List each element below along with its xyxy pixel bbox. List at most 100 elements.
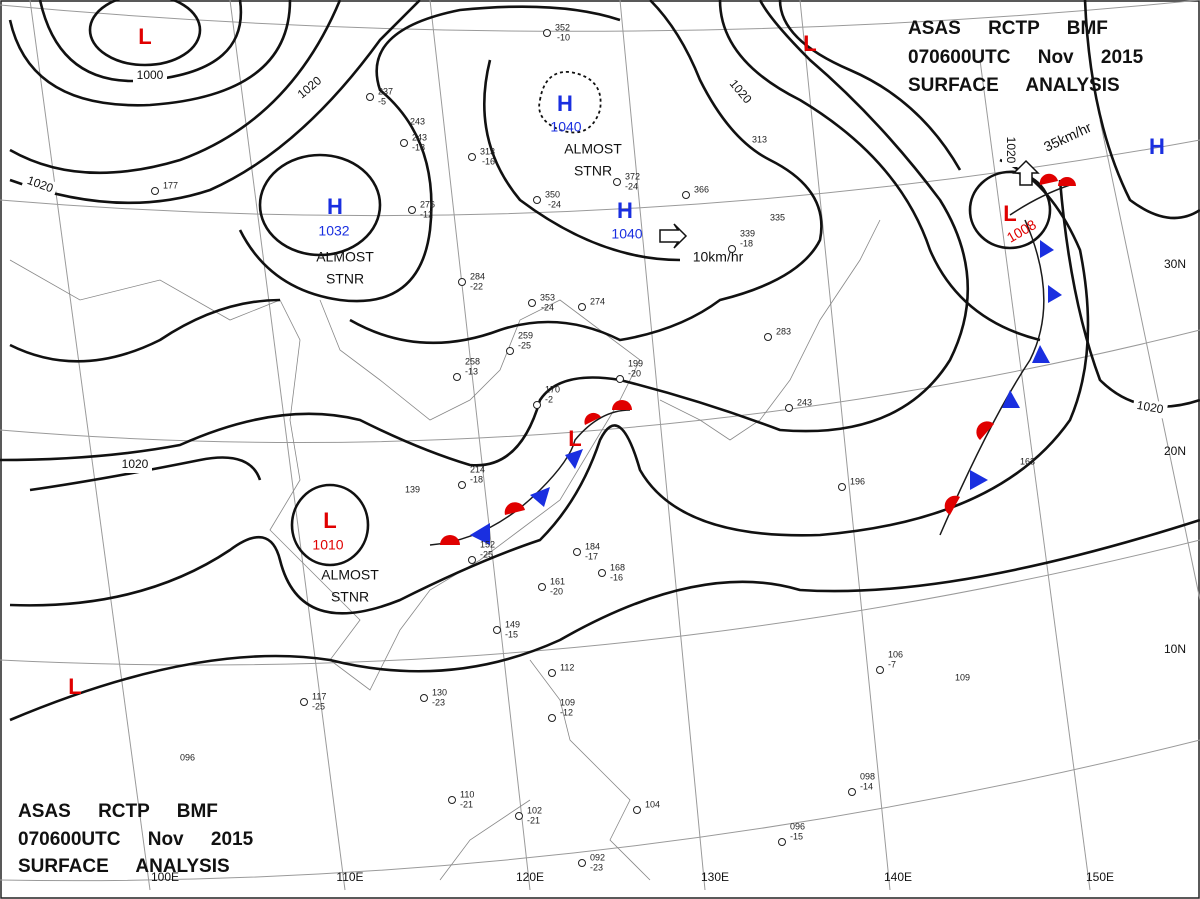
header-line: ASAS RCTP BMF (908, 18, 1108, 39)
station-marker (300, 698, 308, 706)
note: STNR (574, 163, 612, 179)
longitude-label: 130E (701, 870, 729, 884)
station-value: 170 (545, 384, 560, 394)
station-value: -15 (505, 629, 518, 639)
station-value: 366 (694, 184, 709, 194)
station-value: -12 (560, 707, 573, 717)
header-line: SURFACE ANALYSIS (18, 856, 230, 877)
station-marker (838, 483, 846, 491)
station-value: -23 (432, 697, 445, 707)
station-value: 161 (550, 576, 565, 586)
station-value: 259 (518, 330, 533, 340)
longitude-label: 150E (1086, 870, 1114, 884)
station-value: 243 (797, 397, 812, 407)
station-value: 274 (590, 296, 605, 306)
station-marker (728, 245, 736, 253)
station-value: 117 (312, 691, 326, 701)
station-value: -20 (628, 368, 641, 378)
longitude-label: 110E (336, 870, 363, 884)
station-marker (533, 401, 541, 409)
station-value: 184 (585, 541, 600, 551)
station-value: 104 (645, 799, 660, 809)
station-value: -7 (888, 659, 896, 669)
station-marker (682, 191, 690, 199)
station-marker (598, 569, 606, 577)
pressure-value: 1040 (550, 119, 581, 135)
station-value: 130 (432, 687, 447, 697)
station-marker (448, 796, 456, 804)
station-marker (613, 178, 621, 186)
motion-speed: 10km/hr (693, 249, 744, 265)
station-value: 168 (610, 562, 625, 572)
station-marker (453, 373, 461, 381)
isobar-label: 1020 (1136, 398, 1165, 416)
station-value: 163 (1020, 456, 1035, 466)
station-value: 199 (628, 358, 643, 368)
station-value: 243 (410, 116, 425, 126)
station-value: -23 (590, 862, 603, 872)
station-value: 372 (625, 171, 640, 181)
station-value: 350 (545, 189, 560, 199)
station-value: 152 (480, 539, 495, 549)
station-marker (458, 278, 466, 286)
isobar-label: 1000 (137, 68, 164, 82)
pressure-symbol: H (327, 194, 343, 219)
station-value: 096 (790, 821, 805, 831)
station-value: -25 (312, 701, 325, 711)
station-value: 339 (740, 228, 755, 238)
station-marker (876, 666, 884, 674)
station-value: 353 (540, 292, 555, 302)
station-marker (420, 694, 428, 702)
station-marker (778, 838, 786, 846)
isobar-label-bg (1131, 397, 1169, 419)
station-marker (633, 806, 641, 814)
station-value: -22 (470, 281, 483, 291)
isobar-label-bg (291, 70, 329, 106)
station-marker (400, 139, 408, 147)
note: ALMOST (316, 249, 374, 265)
station-value: -25 (518, 340, 531, 350)
station-value: -24 (548, 199, 561, 209)
station-value: -18 (740, 238, 753, 248)
station-marker (785, 404, 793, 412)
station-value: -21 (527, 815, 540, 825)
station-value: 237 (378, 86, 393, 96)
station-marker (151, 187, 159, 195)
header-line: ASAS RCTP BMF (18, 801, 218, 822)
pressure-symbol: H (617, 198, 633, 223)
pressure-symbol: L (803, 31, 816, 56)
motion-arrow (659, 223, 688, 249)
station-marker (408, 206, 416, 214)
station-marker (578, 859, 586, 867)
station-value: -16 (610, 572, 623, 582)
latitude-label: 20N (1164, 444, 1186, 458)
station-marker (366, 93, 374, 101)
station-value: 313 (752, 134, 767, 144)
station-value: 098 (860, 771, 875, 781)
station-value: -2 (545, 394, 553, 404)
isobar-label-bg (21, 171, 59, 199)
station-marker (543, 29, 551, 37)
pressure-symbol: H (557, 91, 573, 116)
station-value: 284 (470, 271, 485, 281)
station-value: 112 (560, 662, 574, 672)
station-marker (468, 153, 476, 161)
station-value: -15 (790, 831, 803, 841)
station-value: -24 (541, 302, 554, 312)
motion-arrow (1012, 159, 1040, 186)
pressure-value: 1040 (611, 226, 642, 242)
station-value: -12 (420, 209, 433, 219)
station-value: 109 (955, 672, 970, 682)
station-value: 214 (470, 464, 485, 474)
longitude-label: 100E (151, 870, 179, 884)
isobar-label-bg (722, 73, 758, 111)
station-marker (528, 299, 536, 307)
pressure-symbol: L (568, 426, 581, 451)
pressure-symbol: L (323, 508, 336, 533)
fronts (429, 173, 1076, 546)
station-marker (764, 333, 772, 341)
station-value: -18 (470, 474, 483, 484)
station-value: -24 (625, 181, 638, 191)
station-marker (616, 375, 624, 383)
